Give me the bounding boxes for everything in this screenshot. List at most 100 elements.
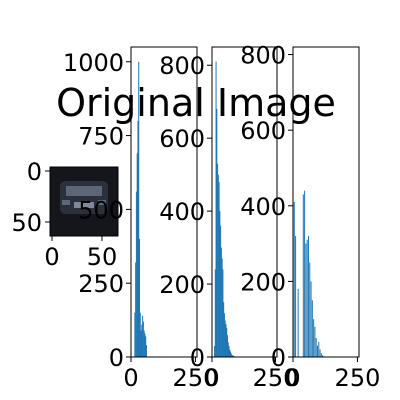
histogram-2-bar-1 (214, 269, 216, 357)
histogram-3-bar-10 (311, 300, 313, 357)
histogram-2-bar-23 (231, 355, 233, 357)
histogram-1-y-tick-label-250: 250 (78, 270, 124, 298)
histogram-3-bar-8 (309, 262, 311, 357)
histogram-3-bar-18 (322, 355, 324, 357)
histogram-3-bar-9 (310, 281, 312, 357)
histogram-3-bar-0 (293, 202, 295, 357)
histogram-2-bar-4 (217, 163, 219, 357)
histogram-3-bar-13 (315, 338, 317, 357)
histogram-3-y-tick-label-800: 800 (240, 42, 286, 70)
histogram-2-bar-22 (230, 353, 232, 357)
histogram-1-x-tick-label-250: 250 (173, 364, 219, 392)
thumbnail-panel: 0 50 0 50 (11, 158, 119, 271)
histogram-2-bar-11 (222, 269, 224, 357)
histogram-2-x-tick-label-0: 0 (204, 364, 219, 392)
histogram-2-bar-21 (230, 351, 232, 357)
histogram-1-bar-7 (139, 312, 141, 357)
histogram-2-bar-9 (220, 247, 222, 357)
histogram-3-frame (292, 46, 360, 358)
histogram-3-x-tick-label-0: 0 (285, 364, 300, 392)
histogram-1-bar-15 (145, 345, 147, 357)
thumbnail-y-tick-label-0: 0 (27, 158, 42, 186)
histogram-2-bar-20 (229, 349, 231, 357)
thumbnail-headlight-right (98, 200, 106, 205)
histogram-1-bar-9 (141, 324, 143, 357)
histogram-2-bar-8 (220, 225, 222, 357)
histogram-3-x-tick-label-250: 250 (335, 364, 381, 392)
histogram-2-bar-19 (228, 346, 230, 357)
histogram-2-bar-25 (233, 355, 235, 357)
histogram-1-bar-2 (135, 191, 137, 357)
histogram-3-bar-6 (306, 239, 308, 357)
histogram-3-y-tick-label-0: 0 (271, 344, 286, 372)
histogram-1-bar-13 (144, 333, 146, 357)
histogram-1-bar-10 (142, 315, 144, 357)
histogram-1-bar-14 (145, 336, 147, 357)
histogram-1-bar-8 (140, 330, 142, 357)
histogram-2-bar-14 (224, 320, 226, 357)
histogram-3-y-tick-label-200: 200 (240, 268, 286, 296)
histogram-2-bar-12 (223, 302, 225, 357)
histogram-3-bar-14 (316, 345, 318, 357)
histogram-2-bar-6 (218, 181, 220, 357)
thumbnail-y-tick-label-50: 50 (11, 209, 42, 237)
histogram-2-x-tick-label-250: 250 (253, 364, 299, 392)
histogram-3-bar-17 (320, 353, 322, 357)
figure-title: Original Image (56, 81, 336, 125)
histogram-2-y-tick-label-600: 600 (159, 125, 205, 153)
histogram-1-bar-3 (136, 153, 138, 357)
histogram-1-y-tick-label-0: 0 (109, 344, 124, 372)
histogram-1-bar-0 (134, 312, 136, 357)
thumbnail-window (66, 186, 102, 196)
histogram-1-x-tick-label-0: 0 (123, 364, 138, 392)
thumbnail-plate (74, 202, 94, 208)
histogram-3-bar-1 (295, 236, 297, 357)
thumbnail-x-tick-label-50: 50 (87, 243, 118, 271)
thumbnail-frame (49, 166, 119, 237)
histogram-3-bar-5 (305, 243, 307, 357)
thumbnail-headlight-left (62, 200, 70, 205)
histogram-2-bar-17 (226, 335, 228, 357)
histogram-3-y-tick-label-600: 600 (240, 117, 286, 145)
histogram-3-bar-12 (314, 326, 316, 357)
histogram-1-bar-12 (143, 330, 145, 357)
histogram-1-y-tick-label-750: 750 (78, 123, 124, 151)
histogram-2-bar-5 (217, 174, 219, 357)
thumbnail-x-tick-label-0: 0 (44, 243, 59, 271)
histogram-3-bar-15 (318, 341, 320, 357)
histogram-2-bar-18 (227, 342, 229, 357)
histogram-3-bar-3 (302, 194, 304, 357)
histogram-2-bar-7 (219, 211, 221, 357)
histogram-3-bar-2 (297, 288, 299, 357)
histogram-3-bar-11 (313, 319, 315, 357)
histogram-1-bar-4 (137, 120, 139, 357)
histogram-2-frame (211, 46, 278, 358)
histogram-3-y-tick-label-400: 400 (240, 193, 286, 221)
histogram-1-bar-6 (139, 238, 141, 357)
histogram-2-bar-16 (226, 327, 228, 357)
histogram-1-bar-5 (138, 61, 140, 357)
histogram-3-bar-4 (304, 190, 306, 357)
histogram-2-y-tick-label-800: 800 (159, 52, 205, 80)
histogram-1-y-tick-label-500: 500 (78, 196, 124, 224)
histogram-3-bar-7 (307, 236, 309, 357)
histogram-1-bar-11 (142, 321, 144, 357)
histogram-2-bar-0 (214, 346, 216, 357)
histogram-1-frame (130, 46, 198, 358)
histogram-2-bar-24 (232, 355, 234, 357)
histogram-2-bar-10 (221, 258, 223, 357)
histogram-2-bar-15 (225, 324, 227, 357)
histogram-2-bar-2 (215, 61, 217, 358)
histogram-2-y-tick-label-0: 0 (190, 344, 205, 372)
histogram-1-bar-1 (135, 262, 137, 357)
histogram-2-y-tick-label-400: 400 (159, 198, 205, 226)
histogram-1-y-tick-label-1000: 1000 (63, 49, 124, 77)
histogram-2-bar-13 (223, 313, 225, 357)
histogram-3-bar-16 (319, 349, 321, 357)
histogram-2-bar-3 (216, 109, 218, 357)
histogram-2-y-tick-label-200: 200 (159, 271, 205, 299)
